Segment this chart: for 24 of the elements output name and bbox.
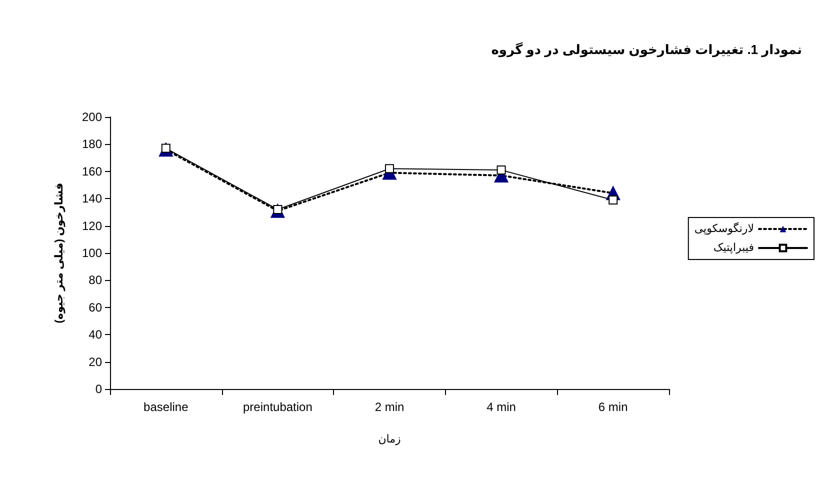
- y-tick-label: 180: [82, 137, 102, 152]
- legend-label: لارنگوسکوپی: [694, 222, 754, 235]
- y-tick-label: 100: [82, 246, 102, 260]
- y-tick-label: 120: [82, 218, 102, 233]
- point: [608, 195, 618, 204]
- point: [385, 164, 394, 174]
- y-tick-label: 80: [88, 273, 102, 288]
- y-tick-label: 200: [82, 110, 102, 124]
- x-tick-label: 6 min: [598, 400, 628, 414]
- y-tick-label: 40: [88, 328, 102, 342]
- x-tick-label: baseline: [144, 400, 189, 414]
- y-tick-label: 0: [95, 382, 102, 396]
- legend-label: فیبراپتیک: [713, 242, 754, 254]
- chart-title: نمودار 1. تغییرات فشارخون سیستولی در دو گروه: [491, 42, 802, 58]
- y-tick-label: 160: [82, 164, 102, 178]
- y-tick-label: 20: [88, 354, 102, 369]
- y-axis-title: فشارخون (میلی متر جیوه): [54, 182, 66, 324]
- x-tick-label: 2 min: [374, 400, 404, 414]
- x-axis-title: زمان: [378, 434, 401, 446]
- y-tick-label: 140: [82, 192, 102, 206]
- point: [496, 166, 506, 175]
- y-tick-label: 60: [88, 300, 102, 314]
- x-tick-label: 4 min: [486, 400, 516, 414]
- x-tick-label: preintubation: [243, 400, 312, 414]
